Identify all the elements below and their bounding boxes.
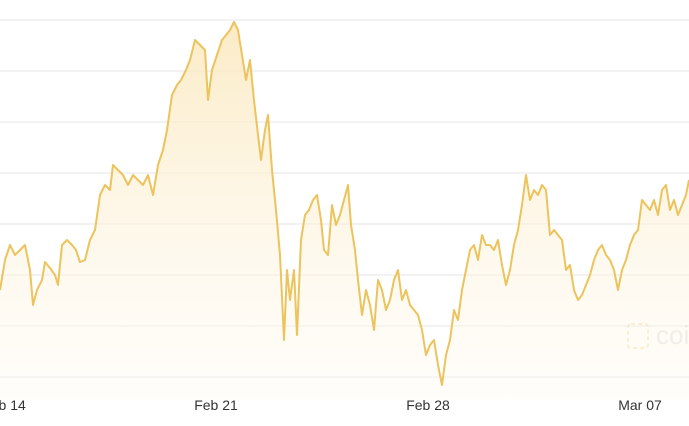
x-tick-label: Mar 07 (618, 397, 662, 413)
area (0, 22, 689, 400)
x-tick-label: Feb 14 (0, 397, 26, 413)
price-line (0, 21, 689, 386)
x-tick-label: Feb 28 (406, 397, 450, 413)
x-tick-label: Feb 21 (194, 397, 238, 413)
